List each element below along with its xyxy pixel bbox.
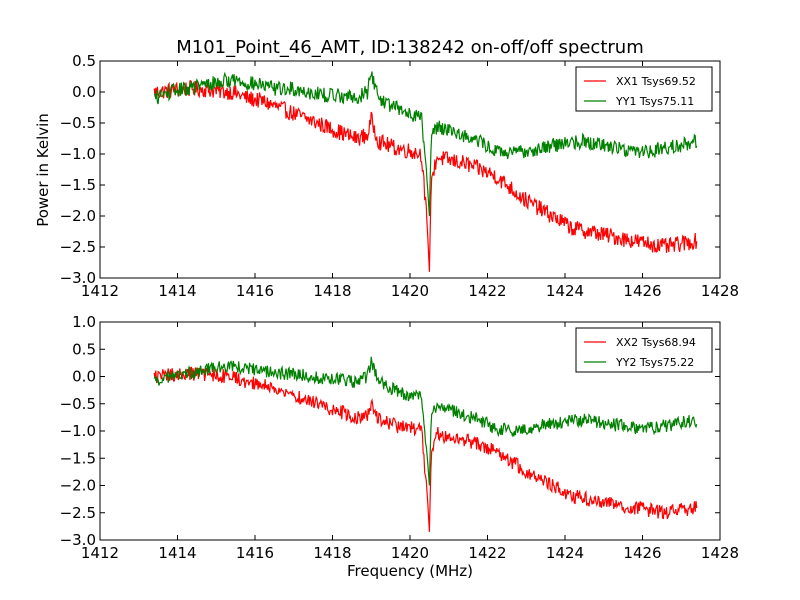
top-y-tick-label: −3.0 [60, 269, 96, 287]
bottom-x-tick-label: 1422 [468, 544, 506, 562]
bottom-x-tick-label: 1428 [701, 544, 739, 562]
top-x-tick-label: 1426 [623, 282, 661, 300]
top-x-tick-label: 1416 [236, 282, 274, 300]
bottom-y-tick-label: −1.5 [60, 449, 96, 467]
top-legend-label: YY1 Tsys75.11 [615, 95, 694, 108]
bottom-legend-label: YY2 Tsys75.22 [615, 356, 694, 369]
bottom-y-tick-label: −3.0 [60, 531, 96, 549]
top-x-tick-label: 1424 [546, 282, 584, 300]
bottom-x-tick-label: 1416 [236, 544, 274, 562]
bottom-x-tick-label: 1424 [546, 544, 584, 562]
bottom-x-tick-label: 1420 [391, 544, 429, 562]
y-axis-label: Power in Kelvin [34, 113, 52, 227]
top-y-tick-label: 0.0 [72, 83, 96, 101]
bottom-series-yy2-line [153, 356, 698, 486]
top-y-tick-label: −1.0 [60, 145, 96, 163]
top-legend-box [575, 66, 713, 112]
top-y-tick-label: −1.5 [60, 176, 96, 194]
bottom-y-tick-label: 0.5 [72, 340, 96, 358]
bottom-x-tick-label: 1414 [158, 544, 196, 562]
bottom-series-xx2-line [153, 365, 698, 532]
bottom-legend-label: XX2 Tsys68.94 [616, 336, 696, 349]
top-x-tick-label: 1422 [468, 282, 506, 300]
top-series-yy1-line [153, 71, 698, 217]
top-x-tick-label: 1428 [701, 282, 739, 300]
bottom-legend-box [575, 327, 713, 373]
bottom-y-tick-label: −1.0 [60, 422, 96, 440]
top-y-tick-label: 0.5 [72, 52, 96, 70]
top-y-tick-label: −0.5 [60, 114, 96, 132]
top-x-tick-label: 1414 [158, 282, 196, 300]
top-x-tick-label: 1412 [81, 282, 119, 300]
top-y-tick-label: −2.5 [60, 238, 96, 256]
bottom-y-tick-label: −2.5 [60, 504, 96, 522]
bottom-y-tick-label: 1.0 [72, 313, 96, 331]
top-x-tick-label: 1418 [313, 282, 351, 300]
top-series-xx1-line [153, 80, 698, 272]
top-y-tick-label: −2.0 [60, 207, 96, 225]
bottom-y-tick-label: −0.5 [60, 395, 96, 413]
x-axis-label: Frequency (MHz) [347, 562, 473, 580]
top-panel: 1412 1414 1416 1418 1420 1422 1424 1426 1428 0.5 0… [60, 52, 740, 300]
top-legend-label: XX1 Tsys69.52 [616, 75, 696, 88]
bottom-y-tick-label: −2.0 [60, 477, 96, 495]
bottom-x-tick-label: 1412 [81, 544, 119, 562]
top-x-tick-label: 1420 [391, 282, 429, 300]
bottom-y-tick-label: 0.0 [72, 368, 96, 386]
bottom-x-tick-label: 1426 [623, 544, 661, 562]
bottom-panel: 1412 1414 1416 1418 1420 1422 1424 1426 1428 1.0 0… [60, 313, 740, 562]
bottom-x-tick-label: 1418 [313, 544, 351, 562]
figure-title: M101_Point_46_AMT, ID:138242 on-off/off … [176, 37, 643, 58]
